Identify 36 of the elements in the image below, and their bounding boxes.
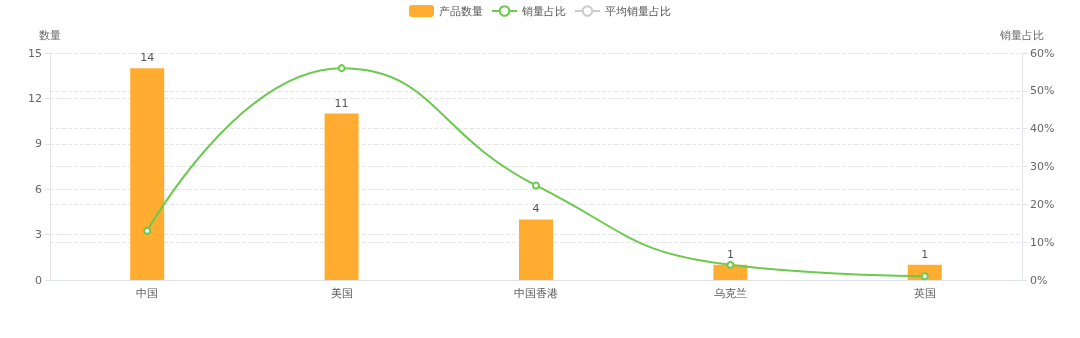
- y-tick-label: 6: [35, 182, 42, 196]
- bar: [130, 68, 165, 280]
- y-tick-label: 9: [35, 137, 42, 151]
- data-label: 1: [726, 247, 734, 261]
- point: [726, 260, 735, 269]
- y2-tick-label: 30%: [1030, 160, 1055, 173]
- x-tick-label: 中国: [136, 287, 159, 300]
- y-tick-label: 3: [35, 228, 42, 242]
- legend-label: 销量占比: [521, 4, 566, 18]
- y2-tick-label: 50%: [1030, 84, 1055, 98]
- point: [337, 64, 346, 73]
- data-label: 11: [334, 96, 349, 110]
- legend-label: 平均销量占比: [605, 4, 671, 18]
- y-tick-label: 0: [35, 273, 42, 287]
- y2-tick-label: 40%: [1030, 122, 1055, 136]
- x-tick-label: 中国香港: [514, 287, 558, 300]
- y2-tick-label: 60%: [1030, 46, 1055, 60]
- bar: [519, 219, 553, 280]
- data-label: 4: [532, 202, 540, 216]
- x-tick-label: 美国: [330, 287, 353, 300]
- y-axis-title: 数量: [39, 29, 61, 42]
- point: [143, 226, 152, 235]
- data-label: 1: [921, 247, 929, 261]
- x-tick-label: 乌克兰: [713, 287, 747, 300]
- y2-tick-label: 20%: [1030, 197, 1055, 211]
- y2-tick-label: 0%: [1030, 273, 1048, 287]
- y2-tick-label: 10%: [1030, 235, 1055, 249]
- bar: [713, 264, 748, 280]
- y-tick-label: 15: [28, 46, 42, 60]
- data-label: 14: [140, 51, 155, 65]
- point: [532, 181, 540, 190]
- x-tick-label: 英国: [913, 287, 936, 300]
- y-tick-label: 12: [28, 91, 42, 105]
- y2-axis-title: 销量占比: [999, 29, 1044, 42]
- legend-label: 产品数量: [439, 4, 483, 18]
- bar: [324, 113, 359, 280]
